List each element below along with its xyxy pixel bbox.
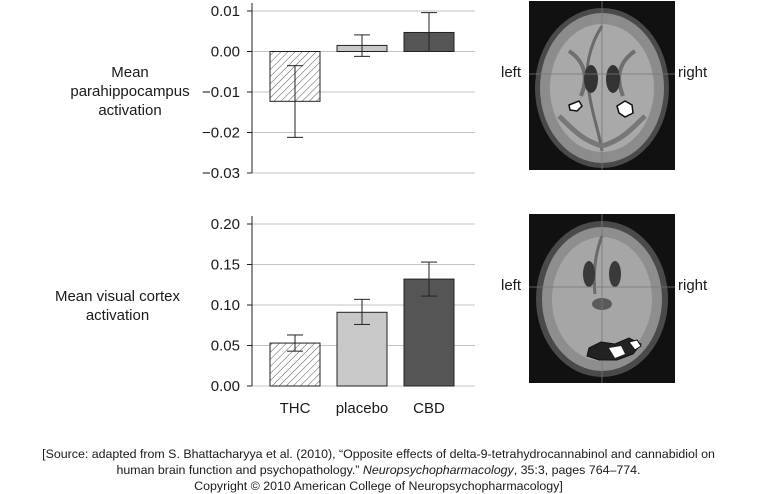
source-line-3: Copyright © 2010 American College of Neu… <box>194 479 563 493</box>
y-tick-label: 0.20 <box>211 216 240 233</box>
top-ylabel-line-2: parahippocampus <box>70 83 190 100</box>
y-tick-label: 0.00 <box>211 378 240 395</box>
y-tick-label: 0.01 <box>211 3 240 20</box>
y-tick-label: 0.15 <box>211 257 240 274</box>
source-line-1: [Source: adapted from S. Bhattacharyya e… <box>42 447 715 461</box>
brain-scan-visual-cortex <box>529 214 675 383</box>
source-line-2-post: , 35:3, pages 764–774. <box>513 463 641 477</box>
top-chart-ylabel: Mean parahippocampus activation <box>55 63 205 120</box>
journal-name: Neuropsychopharmacology <box>362 463 514 477</box>
y-tick-label: −0.03 <box>202 165 240 182</box>
bottom-chart-ylabel: Mean visual cortex activation <box>35 287 200 325</box>
x-tick-label: placebo <box>336 400 389 417</box>
bar-charts: 0.01 0.00 −0.01 −0.02 −0.03 0.20 0.15 0.10 0.05 0… <box>202 3 475 417</box>
bottom-ylabel-line-2: activation <box>85 307 150 324</box>
source-line-2-pre: human brain function and psychopathology… <box>116 463 363 477</box>
source-citation: [Source: adapted from S. Bhattacharyya e… <box>0 446 757 494</box>
brain-scan-image <box>529 214 675 383</box>
y-tick-label: −0.02 <box>202 125 240 142</box>
y-tick-label: 0.00 <box>211 44 240 61</box>
brain2-left-label: left <box>501 277 522 294</box>
top-ylabel-line-3: activation <box>98 102 162 119</box>
y-tick-label: −0.01 <box>202 84 240 101</box>
top-ylabel-line-1: Mean <box>111 64 149 81</box>
brain1-left-label: left <box>501 64 522 81</box>
bottom-ylabel-line-1: Mean visual cortex <box>54 288 181 305</box>
x-tick-label: THC <box>280 400 311 417</box>
brain2-right-label: right <box>678 277 708 294</box>
y-tick-label: 0.10 <box>211 297 240 314</box>
y-tick-label: 0.05 <box>211 338 240 355</box>
brain1-right-label: right <box>678 64 708 81</box>
x-tick-label: CBD <box>413 400 445 417</box>
brain-scan-image <box>529 1 675 170</box>
brain-scan-parahippocampus <box>529 1 675 170</box>
bar-cbd <box>403 278 455 387</box>
source-line-2: human brain function and psychopathology… <box>0 462 757 478</box>
